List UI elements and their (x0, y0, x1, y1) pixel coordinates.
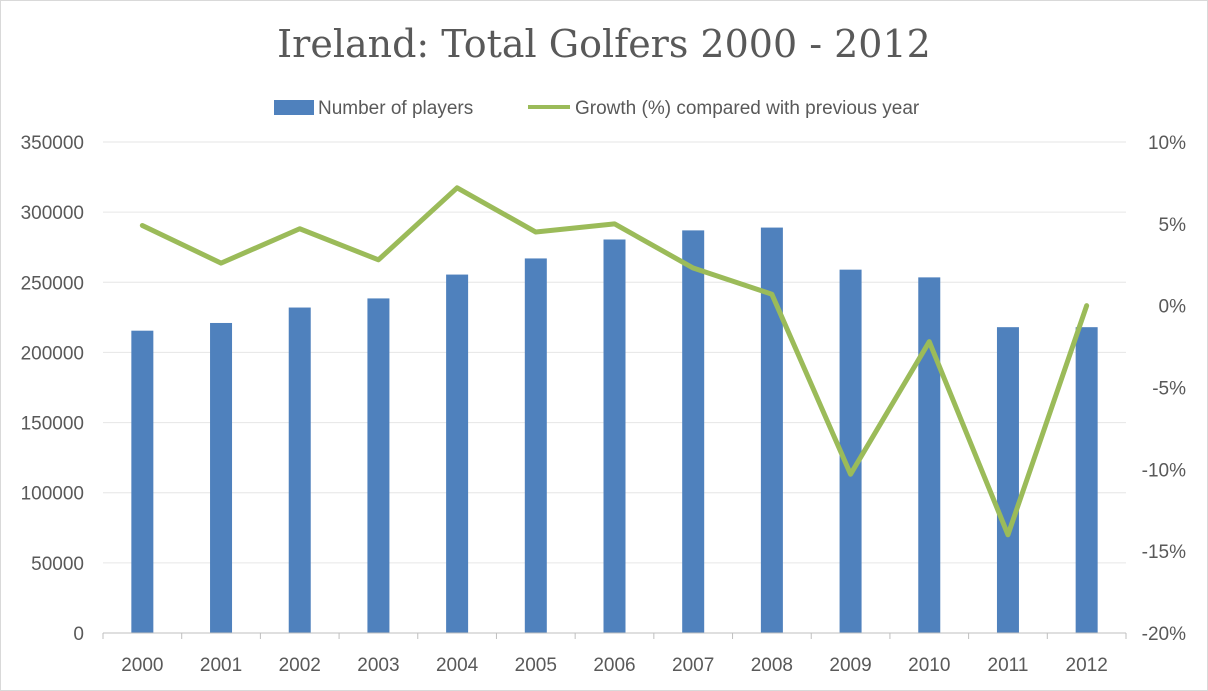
bar-series (131, 227, 1098, 633)
x-tick-label: 2005 (515, 655, 557, 676)
bar (918, 277, 941, 633)
x-tick-label: 2012 (1066, 655, 1108, 676)
left-tick-label: 250000 (21, 273, 84, 294)
x-axis-ticks: 2000 2001 2002 2003 2004 2005 2006 2007 2008 2009… (121, 655, 1108, 676)
x-tick-label: 2010 (908, 655, 950, 676)
line-series (139, 185, 1090, 538)
bar (760, 227, 783, 633)
bar (288, 307, 311, 633)
bar (682, 230, 705, 633)
x-tick-label: 2009 (829, 655, 871, 676)
x-tick-label: 2011 (988, 655, 1029, 676)
x-tick-label: 2008 (751, 655, 793, 676)
bar (446, 274, 469, 633)
left-tick-label: 350000 (21, 133, 84, 154)
x-tick-label: 2004 (436, 655, 479, 676)
bar (1075, 327, 1098, 633)
left-tick-label: 0 (73, 624, 84, 645)
bar (367, 298, 390, 633)
x-tick-label: 2007 (672, 655, 714, 676)
bar (524, 258, 547, 633)
left-tick-label: 200000 (21, 343, 84, 364)
left-tick-label: 100000 (21, 484, 84, 505)
axes (102, 632, 1127, 639)
legend: Number of players Growth (%) compared wi… (274, 98, 920, 119)
x-tick-label: 2002 (279, 655, 321, 676)
x-tick-label: 2001 (200, 655, 242, 676)
bar (839, 269, 862, 633)
bar (131, 330, 154, 633)
legend-swatch-bars (274, 100, 314, 115)
x-tick-label: 2003 (357, 655, 399, 676)
bar (996, 327, 1019, 633)
right-axis-ticks: -20% -15% -10% -5% 0% 5% 10% (1142, 133, 1186, 645)
left-axis-ticks: 0 50000 100000 150000 200000 250000 300000 3500… (21, 133, 84, 645)
right-tick-label: -5% (1152, 379, 1186, 400)
left-tick-label: 150000 (21, 414, 84, 435)
right-tick-label: 10% (1148, 133, 1186, 154)
right-tick-label: -20% (1142, 624, 1186, 645)
legend-label-line: Growth (%) compared with previous year (575, 98, 920, 119)
bar (603, 239, 626, 633)
right-tick-label: 0% (1159, 297, 1187, 318)
right-tick-label: -15% (1142, 542, 1186, 563)
right-tick-label: -10% (1142, 460, 1186, 481)
x-tick-label: 2000 (121, 655, 163, 676)
chart-title: Ireland: Total Golfers 2000 - 2012 (277, 22, 931, 66)
right-tick-label: 5% (1159, 215, 1187, 236)
bar (210, 322, 233, 633)
left-tick-label: 50000 (31, 554, 84, 575)
legend-label-bars: Number of players (318, 98, 473, 119)
x-tick-label: 2006 (593, 655, 635, 676)
left-tick-label: 300000 (21, 203, 84, 224)
